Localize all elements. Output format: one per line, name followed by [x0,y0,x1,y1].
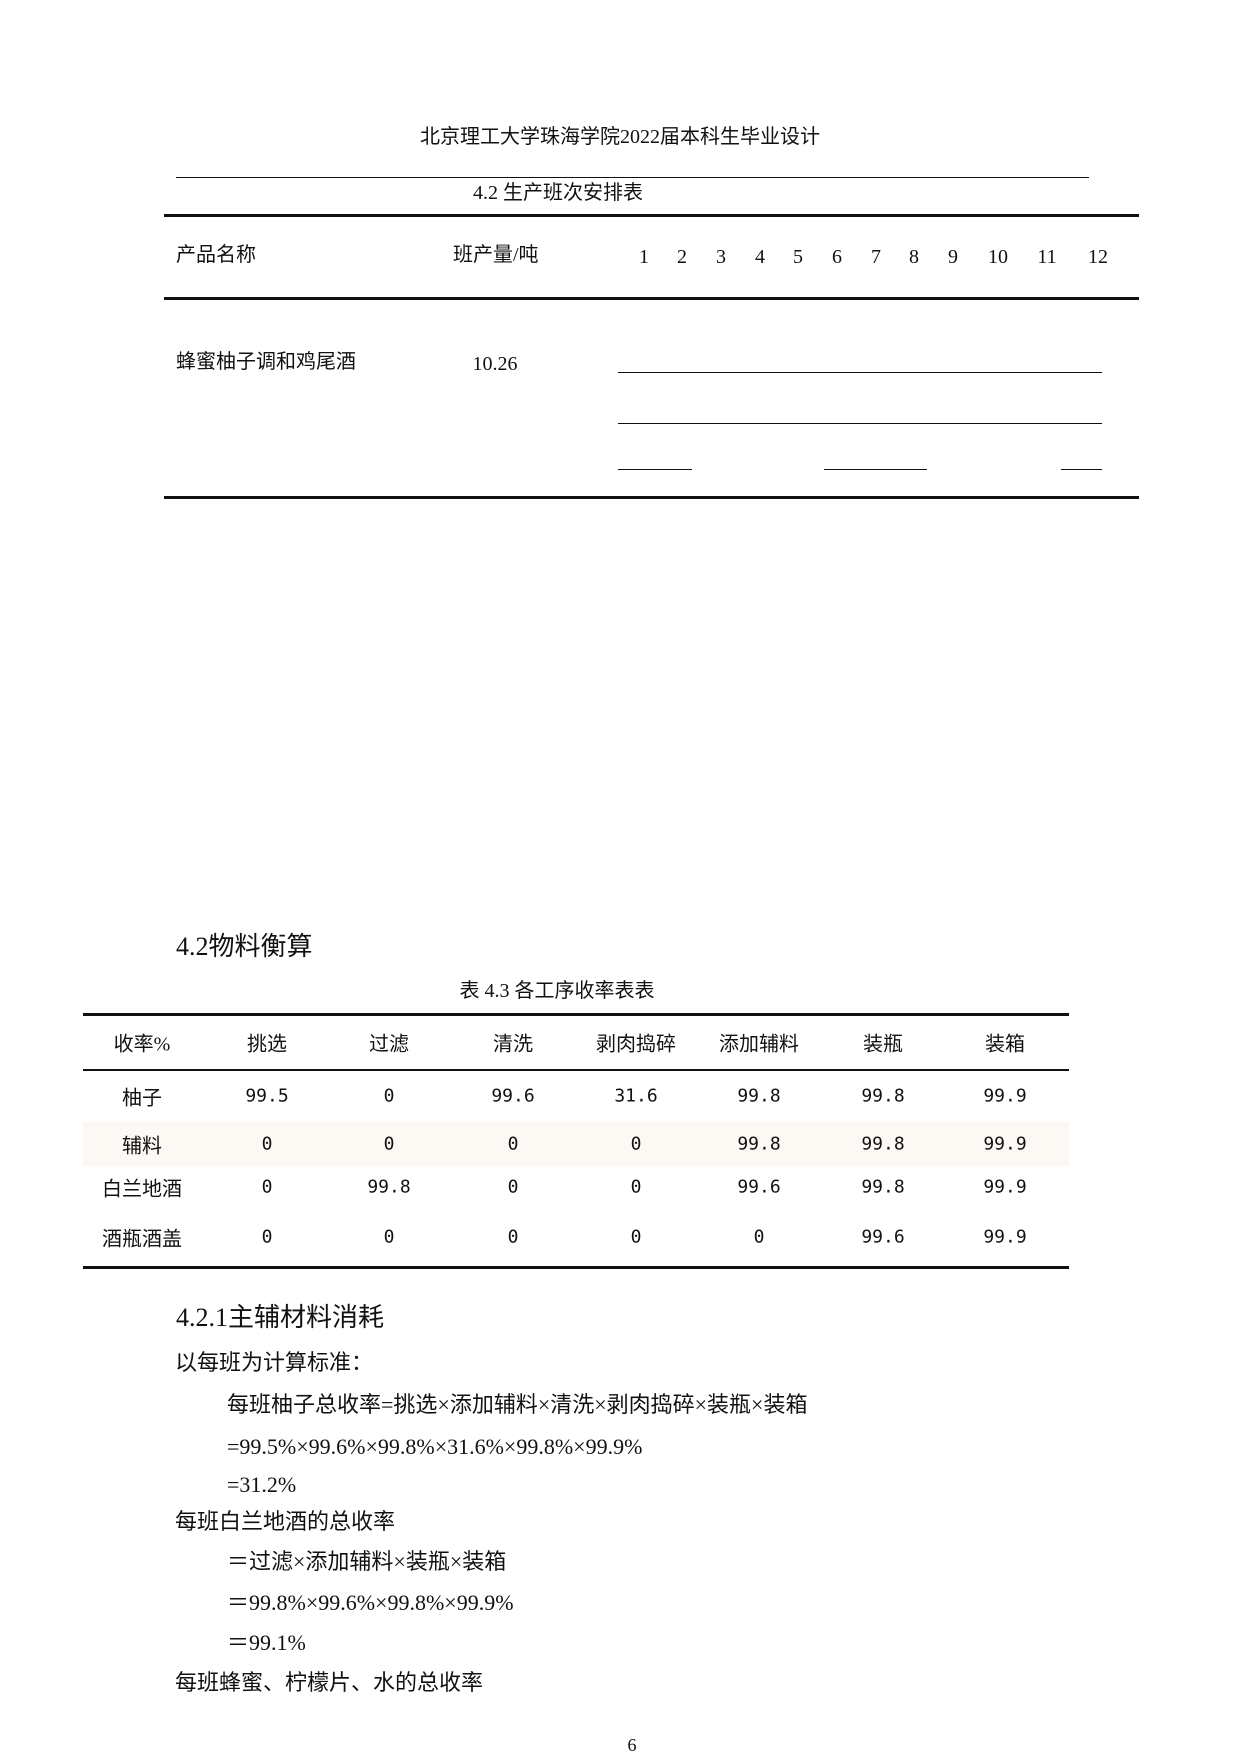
row-label: 辅料 [122,1135,162,1158]
table-cell: 99.8 [861,1176,905,1198]
table-cell: 99.6 [737,1176,781,1198]
table-4-3-caption: 表 4.3 各工序收率表表 [459,980,655,1002]
table-header-cell: 装箱 [985,1033,1025,1056]
table-cell: 0 [630,1133,642,1155]
table-cell: 0 [507,1176,519,1198]
table-cell: 99.6 [491,1085,535,1107]
table-cell: 0 [630,1226,642,1248]
table-cell: 0 [753,1226,765,1248]
page-number: 6 [627,1735,637,1755]
row-label: 白兰地酒 [102,1178,182,1201]
table-cell: 0 [261,1176,273,1198]
table-header-cell: 过滤 [369,1033,409,1056]
header-rule [176,177,1089,178]
col-header-shift: 12 [1088,246,1108,268]
schedule-line [618,423,1102,424]
table-cell: 0 [630,1176,642,1198]
col-header-shift: 1 [639,246,649,268]
body-line: =31.2% [227,1472,297,1497]
table-cell: 99.5 [245,1085,289,1107]
table-cell: 99.8 [861,1133,905,1155]
col-header-shift: 6 [832,246,842,268]
col-header-shift: 5 [793,246,803,268]
body-line: 每班柚子总收率=挑选×添加辅料×清洗×剥肉捣碎×装瓶×装箱 [227,1392,808,1417]
section-heading-4-2-1: 4.2.1主辅材料消耗 [176,1303,385,1332]
row-label: 柚子 [122,1087,162,1110]
col-header-shift: 9 [948,246,958,268]
table-cell: 0 [261,1133,273,1155]
table-bottom-rule [83,1266,1069,1269]
col-header-shift: 11 [1037,246,1057,268]
table-cell: 0 [383,1226,395,1248]
section-heading-4-2: 4.2物料衡算 [176,932,313,961]
col-header-shift: 4 [755,246,765,268]
schedule-line [618,469,692,470]
table-cell: 0 [383,1085,395,1107]
table-header-cell: 添加辅料 [719,1033,799,1056]
schedule-line [824,469,927,470]
product-output: 10.26 [472,353,518,375]
col-header-shift: 3 [716,246,726,268]
table-header-cell: 剥肉捣碎 [596,1033,676,1056]
body-line: 以每班为计算标准： [175,1350,374,1375]
schedule-line [618,372,1102,373]
table-header-rule [83,1069,1069,1071]
table-cell: 99.9 [983,1176,1027,1198]
table-header-cell: 收率% [113,1033,171,1056]
body-line: ＝99.1% [227,1630,306,1655]
body-line: ＝99.8%×99.6%×99.8%×99.9% [227,1590,514,1615]
table-cell: 31.6 [614,1085,658,1107]
table-cell: 0 [383,1133,395,1155]
table-cell: 99.8 [367,1176,411,1198]
table-top-rule [164,214,1139,217]
col-header-shift: 2 [677,246,687,268]
body-line: =99.5%×99.6%×99.8%×31.6%×99.8%×99.9% [227,1434,643,1459]
highlighted-row-bg [83,1122,1069,1166]
table-cell: 99.8 [737,1133,781,1155]
table-cell: 99.9 [983,1085,1027,1107]
col-header-shift: 8 [909,246,919,268]
col-header-shift: 7 [871,246,881,268]
table-header-cell: 挑选 [247,1033,287,1056]
col-header-output: 班产量/吨 [453,244,539,266]
table-cell: 99.8 [737,1085,781,1107]
schedule-line [1061,469,1102,470]
product-name: 蜂蜜柚子调和鸡尾酒 [176,351,356,373]
table-bottom-rule [164,496,1139,499]
table-top-rule [83,1013,1069,1016]
page-header-title: 北京理工大学珠海学院2022届本科生毕业设计 [420,126,820,148]
table-4-2-caption: 4.2 生产班次安排表 [473,182,643,204]
table-cell: 99.9 [983,1226,1027,1248]
col-header-product: 产品名称 [176,244,256,266]
table-header-rule [164,297,1139,300]
table-cell: 99.6 [861,1226,905,1248]
body-line: 每班白兰地酒的总收率 [175,1509,396,1534]
table-cell: 99.9 [983,1133,1027,1155]
col-header-shift: 10 [988,246,1008,268]
table-cell: 99.8 [861,1085,905,1107]
body-line: ＝过滤×添加辅料×装瓶×装箱 [227,1549,507,1574]
table-cell: 0 [507,1133,519,1155]
row-label: 酒瓶酒盖 [102,1228,182,1251]
table-cell: 0 [261,1226,273,1248]
table-cell: 0 [507,1226,519,1248]
table-header-cell: 清洗 [493,1033,533,1056]
body-line: 每班蜂蜜、柠檬片、水的总收率 [175,1670,484,1695]
table-header-cell: 装瓶 [863,1033,903,1056]
